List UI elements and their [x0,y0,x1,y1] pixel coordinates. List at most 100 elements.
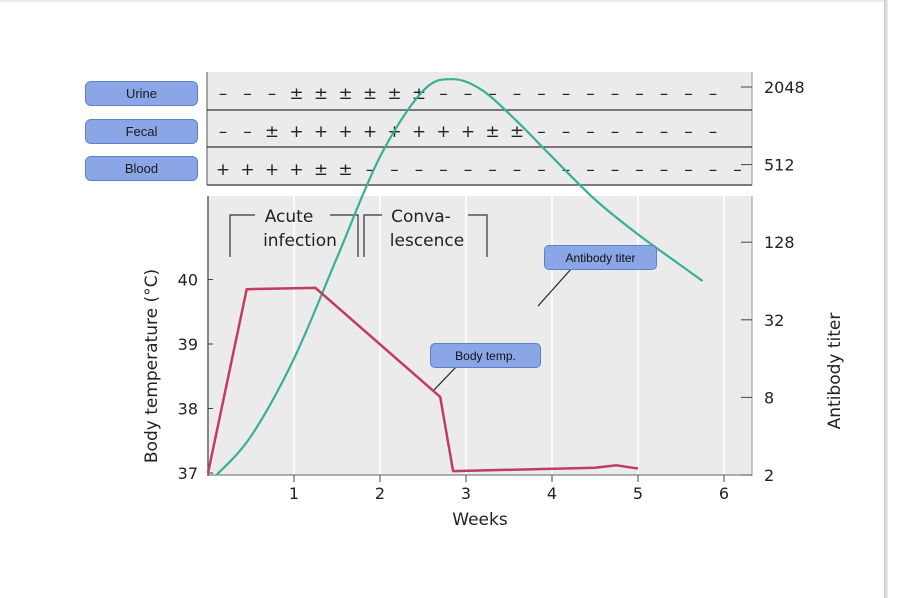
antibody-callout-pointer [537,267,573,307]
strip-mark-blood-21: – [709,160,718,180]
strip-mark-blood-6: ± [338,160,352,180]
strip-mark-blood-17: – [611,160,620,180]
x-tick-label-5: 5 [633,484,643,503]
strip-mark-fecal-14: – [537,122,546,142]
strip-mark-fecal-6: + [338,122,352,142]
strip-mark-urine-19: – [660,84,669,104]
page-right-shadow [884,0,888,598]
right-tick-label-2048: 2048 [764,78,805,97]
strip-mark-fecal-10: + [436,122,450,142]
strip-mark-urine-11: – [464,84,473,104]
strip-mark-fecal-13: ± [510,122,524,142]
strip-mark-blood-9: – [415,160,424,180]
strip-mark-fecal-7: + [363,122,377,142]
left-tick-label-37: 37 [178,464,198,483]
series-line-body-temp [206,286,639,474]
strip-marks: – – – ± ± ± ± ± ± – – – – – – – – – – – –– – ± + + + + + + + + ± ± – – – – – –… [216,84,742,180]
strip-mark-blood-2: + [240,160,254,180]
strip-mark-urine-20: – [684,84,693,104]
body-temp-callout: Body temp. [430,343,541,368]
phase-conva-line1: Conva- [391,207,451,227]
strip-mark-blood-7: – [366,160,375,180]
strip-mark-fecal-16: – [586,122,595,142]
strip-mark-urine-8: ± [387,84,401,104]
strip-mark-urine-15: – [562,84,571,104]
strip-mark-urine-6: ± [338,84,352,104]
strip-mark-fecal-3: ± [265,122,279,142]
strip-mark-fecal-20: – [684,122,693,142]
strip-mark-fecal-11: + [461,122,475,142]
strip-mark-fecal-19: – [660,122,669,142]
strip-mark-urine-16: – [586,84,595,104]
strip-mark-blood-22: – [733,160,742,180]
right-tick-label-512: 512 [764,156,795,175]
right-tick-label-2: 2 [764,466,774,485]
strip-mark-urine-21: – [709,84,718,104]
strip-mark-fecal-5: + [314,122,328,142]
strip-mark-urine-17: – [611,84,620,104]
strip-mark-blood-5: ± [314,160,328,180]
right-tick-label-128: 128 [764,233,795,252]
phase-bracket-convalescence [363,214,488,257]
test-strip-panel [207,72,752,185]
strip-mark-urine-2: – [243,84,252,104]
strip-mark-fecal-1: – [219,122,228,142]
x-tick-label-3: 3 [461,484,471,503]
strip-mark-urine-10: – [439,84,448,104]
strip-mark-urine-12: – [488,84,497,104]
phase-acute-line2: infection [263,231,337,251]
right-y-ticks: 2 8 32 128 512 2048 [741,78,805,485]
left-tick-label-38: 38 [178,400,198,419]
strip-mark-urine-14: – [537,84,546,104]
strip-mark-urine-3: – [268,84,277,104]
row-label-fecal: Fecal [85,119,198,144]
strip-mark-fecal-2: – [243,122,252,142]
strip-mark-blood-1: + [216,160,230,180]
x-tick-label-1: 1 [289,484,299,503]
strip-mark-urine-1: – [219,84,228,104]
strip-mark-fecal-4: + [289,122,303,142]
strip-mark-urine-5: ± [314,84,328,104]
strip-mark-fecal-15: – [562,122,571,142]
left-tick-label-39: 39 [178,335,198,354]
strip-mark-blood-4: + [289,160,303,180]
strip-mark-blood-19: – [660,160,669,180]
series-line-antibody-titer [215,78,704,476]
vertical-gridlines [293,196,725,475]
strip-mark-fecal-9: + [412,122,426,142]
x-tick-label-4: 4 [547,484,557,503]
row-label-urine: Urine [85,81,198,106]
strip-mark-blood-20: – [684,160,693,180]
antibody-titer-callout: Antibody titer [544,245,657,270]
row-label-blood: Blood [85,156,198,181]
x-ticks: 1 2 3 4 5 6 [289,475,729,503]
strip-mark-fecal-21: – [709,122,718,142]
x-tick-label-2: 2 [375,484,385,503]
strip-mark-urine-4: ± [289,84,303,104]
strip-mark-blood-3: + [265,160,279,180]
phase-acute-line1: Acute [265,207,314,227]
strip-mark-blood-8: – [390,160,399,180]
right-axis-title: Antibody titer [825,313,845,430]
phase-conva-line2: lescence [390,231,464,251]
strip-mark-urine-18: – [635,84,644,104]
strip-mark-fecal-18: – [635,122,644,142]
right-tick-label-32: 32 [764,311,784,330]
plot-area [207,196,752,475]
page-top-border [0,0,886,2]
strip-mark-fecal-12: ± [485,122,499,142]
x-tick-label-6: 6 [719,484,729,503]
strip-mark-blood-13: – [513,160,522,180]
strip-mark-urine-13: – [513,84,522,104]
strip-mark-blood-12: – [488,160,497,180]
strip-mark-urine-7: ± [363,84,377,104]
left-axis-title: Body temperature (°C) [142,269,162,463]
strip-mark-blood-11: – [464,160,473,180]
strip-mark-blood-14: – [537,160,546,180]
strip-mark-fecal-17: – [611,122,620,142]
strip-mark-blood-10: – [439,160,448,180]
strip-mark-blood-18: – [635,160,644,180]
strip-mark-blood-16: – [586,160,595,180]
x-axis-title: Weeks [452,510,508,530]
